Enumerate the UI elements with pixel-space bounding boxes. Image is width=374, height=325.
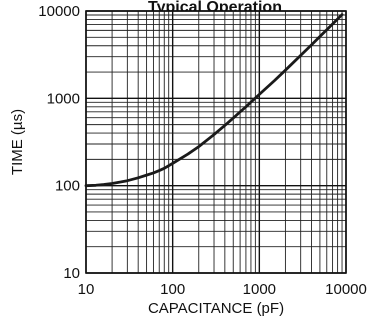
- series-line: [84, 13, 344, 188]
- minor-grid: [86, 11, 346, 273]
- plot-frame: [85, 10, 347, 274]
- x-tick-labels: 10 100 1000 10000: [78, 281, 367, 298]
- y-tick-label: 100: [55, 178, 80, 195]
- x-tick-label: 10000: [325, 281, 367, 298]
- x-tick-label: 1000: [243, 281, 276, 298]
- y-tick-label: 10000: [38, 3, 80, 20]
- x-tick-label: 100: [160, 281, 185, 298]
- x-axis-label: CAPACITANCE (pF): [148, 300, 284, 317]
- y-tick-labels: 10 100 1000 10000: [38, 3, 80, 282]
- y-tick-label: 10: [63, 265, 80, 282]
- y-axis-label: TIME (µs): [9, 109, 26, 175]
- x-tick-label: 10: [78, 281, 95, 298]
- series-layer: [84, 13, 344, 188]
- y-tick-label: 1000: [47, 90, 80, 107]
